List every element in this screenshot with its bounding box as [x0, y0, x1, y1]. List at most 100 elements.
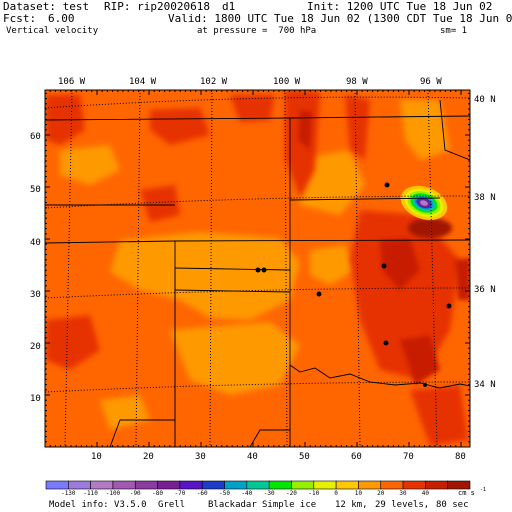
lat-label: 36 N — [474, 285, 496, 295]
colorbar-swatch — [313, 480, 337, 490]
microphysics-scheme: Simple ice — [262, 500, 317, 510]
city-dot — [381, 263, 387, 269]
colorbar-swatch — [402, 480, 426, 490]
colorbar-swatch — [224, 480, 248, 490]
x-tick-label: 60 — [351, 452, 362, 462]
lon-label: 102 W — [200, 77, 228, 87]
domain-id: d1 — [222, 0, 236, 13]
colorbar-swatch — [358, 480, 382, 490]
x-tick-label: 80 — [455, 452, 466, 462]
colorbar-value: 40 — [422, 490, 430, 497]
colorbar-value: -50 — [219, 490, 230, 497]
colorbar-swatch — [425, 480, 448, 490]
valid-label: Valid: 1800 UTC Tue 18 Jun 02 (1300 CDT … — [168, 12, 512, 25]
colorbar-value: -60 — [197, 490, 208, 497]
colorbar-swatch — [45, 480, 69, 490]
city-markers — [255, 182, 452, 387]
x-tick-label: 30 — [195, 452, 206, 462]
city-dot — [383, 340, 389, 346]
lon-label: 96 W — [420, 77, 442, 87]
colorbar-swatch — [380, 480, 404, 490]
x-tick-label: 40 — [247, 452, 258, 462]
colorbar-swatch — [179, 480, 203, 490]
colorbar-value: 0 — [334, 490, 338, 497]
axis-ticks — [44, 90, 470, 448]
colorbar-units: cm s — [458, 489, 475, 497]
city-dot — [316, 291, 322, 297]
colorbar-value: 10 — [355, 490, 363, 497]
city-dot — [446, 303, 452, 309]
weak-ascent-areas — [60, 100, 450, 430]
colorbar-value: -20 — [286, 490, 297, 497]
y-tick-label: 10 — [30, 394, 41, 404]
colorbar-value: 20 — [377, 490, 385, 497]
colorbar-value: -70 — [174, 490, 185, 497]
lon-label: 106 W — [58, 77, 86, 87]
fcst-value: 6.00 — [48, 12, 75, 25]
city-dot — [261, 267, 267, 273]
cumulus-scheme: Grell — [158, 500, 186, 510]
lat-label: 38 N — [474, 193, 496, 203]
colorbar-swatch — [90, 480, 114, 490]
city-dot — [384, 182, 390, 188]
colorbar-value: -90 — [130, 490, 141, 497]
smoothing-text: sm= 1 — [440, 26, 468, 36]
model-info: Model info: V3.5.0 — [49, 500, 147, 510]
lat-label: 40 N — [474, 95, 496, 105]
colorbar-swatch — [157, 480, 181, 490]
y-tick-label: 60 — [30, 132, 41, 142]
x-tick-label: 70 — [403, 452, 414, 462]
colorbar-value: -10 — [308, 490, 319, 497]
plot-frame — [44, 89, 471, 448]
lon-label: 98 W — [346, 77, 368, 87]
fcst-label: Fcst: — [3, 12, 37, 25]
strong-descent-areas — [298, 110, 470, 385]
colorbar-swatch — [68, 480, 91, 490]
x-tick-label: 50 — [299, 452, 310, 462]
colorbar-swatch — [335, 480, 359, 490]
colorbar-value: -130 — [61, 490, 76, 497]
colorbar-swatch — [291, 480, 315, 490]
colorbar-labels: -130 -110 -100 -90 -80 -70 -60 -50 -40 -30 -20 -10 0… — [61, 490, 429, 497]
x-tick-label: 20 — [143, 452, 154, 462]
colorbar-swatch — [201, 480, 225, 490]
timestep: 80 sec — [436, 500, 469, 510]
city-dot — [423, 383, 427, 387]
updraft-core — [400, 185, 448, 221]
colorbar-value: -80 — [152, 490, 163, 497]
field-shading — [45, 90, 470, 447]
lat-label: 34 N — [474, 380, 496, 390]
lat-lon-grid — [45, 90, 470, 447]
colorbar-value: -110 — [83, 490, 98, 497]
field-name: Vertical velocity — [6, 26, 99, 36]
colorbar-units-exponent: -1 — [480, 487, 486, 493]
dataset-label: Dataset: test — [3, 0, 90, 13]
lon-label: 104 W — [129, 77, 157, 87]
colorbar-value: -40 — [241, 490, 252, 497]
y-tick-label: 50 — [30, 185, 41, 195]
colorbar-value: -30 — [264, 490, 275, 497]
colorbar-value: 30 — [399, 490, 407, 497]
state-boundaries — [45, 99, 470, 447]
colorbar-swatch — [134, 480, 158, 490]
y-tick-label: 30 — [30, 290, 41, 300]
city-dot — [255, 267, 261, 273]
colorbar-swatch — [447, 480, 471, 490]
y-tick-label: 20 — [30, 342, 41, 352]
vertical-levels: 29 levels, — [375, 500, 430, 510]
colorbar-value: -100 — [106, 490, 121, 497]
resolution: 12 km, — [335, 500, 368, 510]
rip-label: RIP: rip20020618 — [104, 0, 210, 13]
pbl-scheme: Blackadar — [208, 500, 257, 510]
y-tick-label: 40 — [30, 238, 41, 248]
colorbar-swatch — [268, 480, 292, 490]
lon-label: 100 W — [273, 77, 301, 87]
pressure-text: at pressure = 700 hPa — [197, 26, 317, 36]
colorbar-swatch — [112, 480, 136, 490]
colorbar-swatches — [45, 480, 471, 490]
colorbar-swatch — [246, 480, 270, 490]
x-tick-label: 10 — [91, 452, 102, 462]
init-label: Init: 1200 UTC Tue 18 Jun 02 — [307, 0, 493, 13]
